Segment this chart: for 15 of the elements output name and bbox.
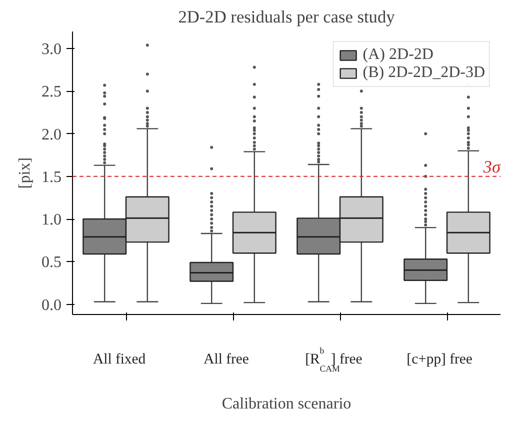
y-tick-label: 3.0 bbox=[42, 41, 62, 58]
y-tick-label: 0.0 bbox=[42, 296, 62, 314]
x-tick-label: All fixed bbox=[93, 352, 146, 368]
legend-label: (A) 2D-2D bbox=[362, 46, 434, 64]
y-tick-label: 0.5 bbox=[42, 254, 62, 272]
y-tick-label: 1.5 bbox=[42, 168, 62, 186]
y-tick-label: 2.0 bbox=[42, 126, 62, 144]
x-tick-label: All free bbox=[204, 352, 250, 368]
x-axis-title: Calibration scenario bbox=[222, 396, 352, 412]
y-axis-title: [pix] bbox=[16, 157, 34, 189]
legend-label: (B) 2D-2D_2D-3D bbox=[362, 64, 485, 82]
y-tick-label: 2.5 bbox=[42, 84, 62, 101]
y-tick-label: 1.0 bbox=[42, 212, 62, 229]
x-tick-label: [c+pp] free bbox=[406, 352, 473, 368]
chart-title: 2D-2D residuals per case study bbox=[178, 8, 396, 26]
